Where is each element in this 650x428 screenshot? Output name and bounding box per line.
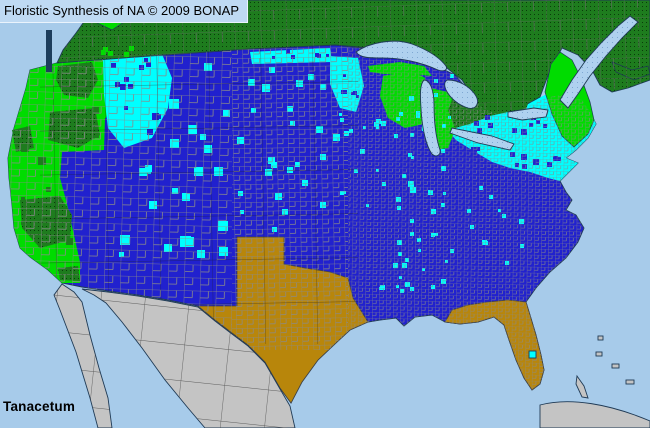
great-lakes bbox=[46, 15, 639, 359]
lake-erie bbox=[449, 127, 515, 151]
lake-huron bbox=[444, 79, 479, 109]
puget-sound bbox=[46, 30, 52, 72]
lake-superior bbox=[355, 40, 447, 72]
lake-okeechobee bbox=[528, 350, 537, 359]
taxon-label: Tanacetum bbox=[3, 399, 76, 414]
st-lawrence-river bbox=[559, 15, 639, 109]
map-title-bar: Floristic Synthesis of NA © 2009 BONAP bbox=[0, 0, 249, 23]
lake-ontario bbox=[507, 107, 549, 121]
caribbean-islands bbox=[539, 335, 650, 428]
cuba bbox=[539, 401, 650, 428]
lake-michigan bbox=[420, 79, 441, 157]
